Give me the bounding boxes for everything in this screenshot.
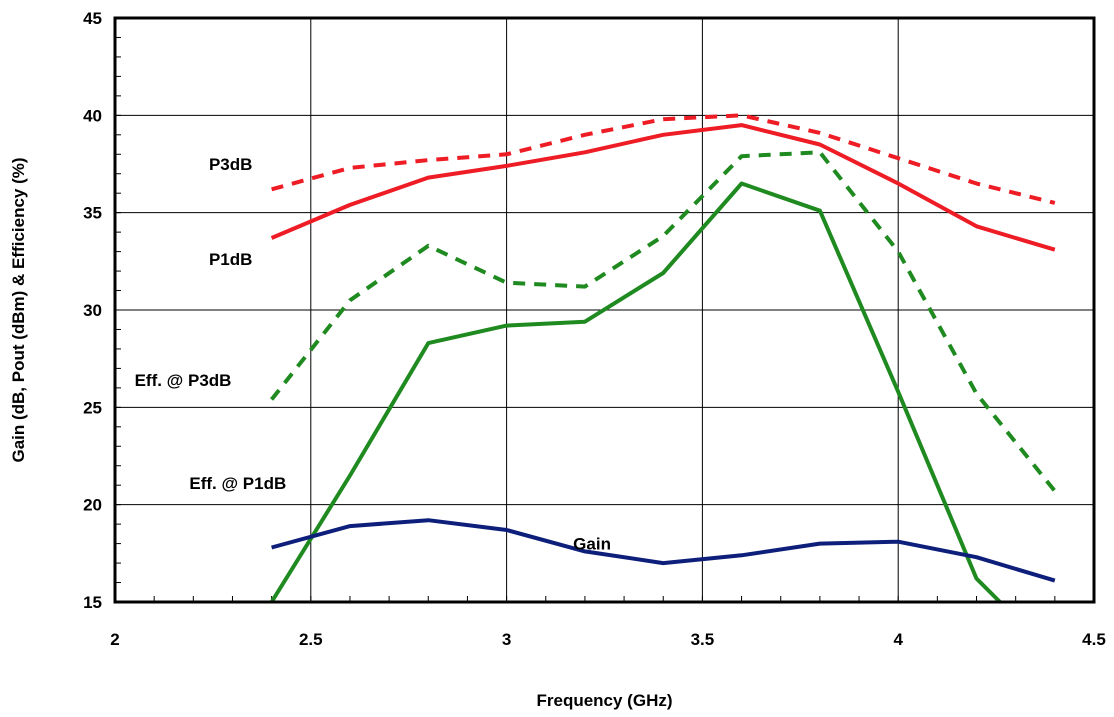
y-tick-label: 40	[83, 106, 102, 125]
series-label: Eff. @ P3dB	[135, 371, 232, 390]
tick-labels: 2 2.5 3 3.5 4 4.5 15 20 25 30 35 40 45	[83, 9, 1106, 649]
x-axis-title: Frequency (GHz)	[536, 691, 672, 710]
series-label: P1dB	[209, 250, 252, 269]
series-label: P3dB	[209, 155, 252, 174]
y-tick-label: 25	[83, 398, 102, 417]
series-layer	[269, 113, 1057, 604]
series-line-eff-p3db	[270, 150, 1057, 493]
y-tick-label: 30	[83, 301, 102, 320]
series-line-eff-p1db	[269, 181, 1002, 604]
series-labels: P3dB P1dB Eff. @ P3dB Eff. @ P1dB Gain	[135, 155, 611, 554]
y-tick-label: 45	[83, 9, 102, 28]
series-label: Gain	[573, 534, 611, 553]
x-tick-label: 3.5	[691, 630, 715, 649]
x-tick-label: 4	[893, 630, 903, 649]
y-tick-label: 15	[83, 593, 102, 612]
series-line-p3db	[271, 113, 1056, 205]
series-line-p1db	[270, 123, 1056, 252]
y-tick-label: 20	[83, 496, 102, 515]
plot-frame	[113, 16, 1096, 604]
y-axis-title: Gain (dB, Pout (dBm) & Efficiency (%)	[9, 157, 28, 462]
y-tick-label: 35	[83, 204, 102, 223]
x-tick-label: 4.5	[1082, 630, 1106, 649]
x-tick-label: 3	[502, 630, 511, 649]
series-line-gain	[271, 518, 1056, 583]
x-tick-label: 2	[110, 630, 119, 649]
x-tick-label: 2.5	[299, 630, 323, 649]
series-label: Eff. @ P1dB	[189, 474, 286, 493]
grid	[115, 18, 1094, 602]
